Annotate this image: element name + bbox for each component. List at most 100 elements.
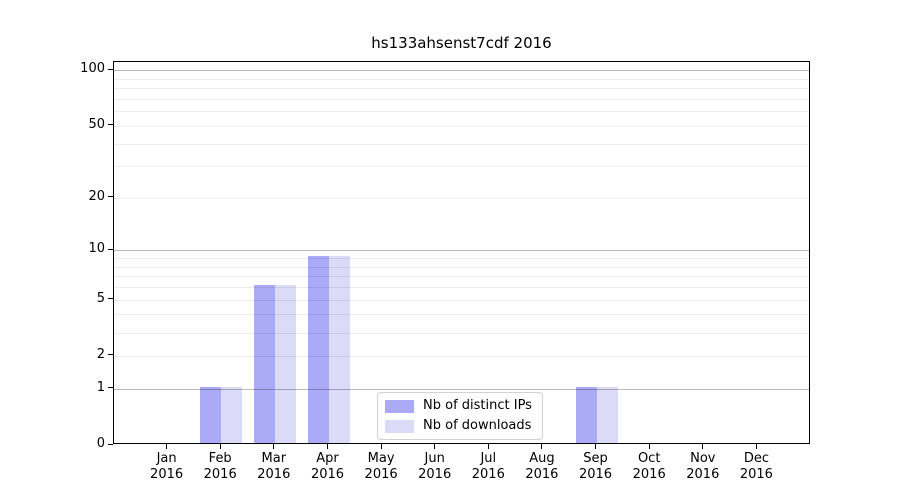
x-tick-label-month: Oct [637,451,661,466]
x-tick-label-jan: Jan 2016 [137,451,197,483]
y-tick-10 [108,248,113,250]
x-tick-label-month: Aug [529,451,555,466]
x-tick-sep [595,444,596,449]
gridline-y-60 [114,111,809,113]
gridline-y-30 [114,166,809,168]
x-tick-label-oct: Oct 2016 [619,451,679,483]
bar-distinct-ips-mar [253,285,275,443]
x-tick-label-nov: Nov 2016 [673,451,733,483]
gridline-y-7 [114,276,809,278]
y-tick-label-2: 2 [96,346,105,362]
x-tick-dec [755,444,757,449]
x-tick-label-month: Jan [156,451,177,466]
x-tick-label-year: 2016 [150,467,184,482]
x-tick-label-aug: Aug 2016 [512,451,572,483]
chart-title: hs133ahsenst7cdf 2016 [371,34,552,52]
x-tick-label-may: May 2016 [351,451,411,483]
gridline-y-100 [114,70,809,72]
x-tick-aug [541,444,543,449]
gridline-y-20 [114,197,809,199]
gridline-y-8 [114,266,809,268]
bar-downloads-sep [596,386,618,443]
gridline-y-5 [114,299,809,301]
y-tick-label-100: 100 [80,61,105,77]
x-tick-label-month: Nov [690,451,716,466]
legend-swatch-downloads [385,419,414,433]
x-tick-jan [166,444,168,449]
x-tick-label-year: 2016 [686,467,720,482]
x-tick-label-year: 2016 [418,467,452,482]
x-tick-label-month: Feb [208,451,232,466]
gridline-y-2 [114,355,809,357]
bar-distinct-ips-apr [307,256,329,443]
x-tick-label-year: 2016 [257,467,291,482]
bar-distinct-ips-feb [200,386,222,443]
y-tick-label-20: 20 [88,188,105,204]
y-tick-20 [108,196,113,198]
y-tick-label-0: 0 [96,436,105,451]
y-tick-100 [108,68,113,70]
gridline-y-10 [114,250,809,252]
y-tick-1 [108,387,113,389]
legend-swatch-distinct-ips [385,399,414,413]
x-tick-label-dec: Dec 2016 [726,451,786,483]
gridline-y-40 [114,143,809,145]
y-tick-label-10: 10 [88,241,105,257]
x-tick-label-month: Jul [480,451,497,466]
x-tick-label-month: Dec [743,451,769,466]
gridline-y-9 [114,258,809,260]
plot-area [113,61,810,444]
gridline-y-4 [114,314,809,316]
gridline-y-1 [114,388,809,390]
y-tick-label-1: 1 [96,379,105,395]
legend-label-downloads: Nb of downloads [423,418,532,433]
legend: Nb of distinct IPs Nb of downloads [377,392,543,440]
x-tick-label-jul: Jul 2016 [458,451,518,483]
legend-item-downloads: Nb of downloads [385,419,532,433]
x-tick-mar [273,444,275,449]
x-tick-apr [327,444,328,449]
y-tick-0 [108,443,113,445]
legend-item-distinct-ips: Nb of distinct IPs [385,399,532,413]
x-tick-label-month: May [367,451,395,466]
x-tick-oct [648,444,650,449]
y-tick-2 [108,354,113,356]
x-tick-label-year: 2016 [739,467,773,482]
x-tick-label-month: Mar [261,451,287,466]
x-tick-jun [434,444,436,449]
gridline-y-90 [114,78,809,80]
x-tick-label-apr: Apr 2016 [298,451,358,483]
bar-downloads-feb [221,386,243,443]
x-tick-nov [702,444,704,449]
x-tick-label-year: 2016 [525,467,559,482]
x-tick-label-jun: Jun 2016 [405,451,465,483]
bar-downloads-apr [328,256,350,443]
gridline-y-80 [114,88,809,90]
gridline-y-6 [114,287,809,289]
x-tick-label-year: 2016 [578,467,613,482]
x-tick-jul [487,444,489,449]
gridline-y-70 [114,99,809,100]
gridline-y-50 [114,125,809,127]
x-tick-label-feb: Feb 2016 [190,451,250,483]
x-tick-label-year: 2016 [203,467,237,482]
x-tick-label-year: 2016 [632,467,666,482]
x-tick-label-year: 2016 [364,467,398,482]
x-tick-label-sep: Sep 2016 [566,451,626,483]
x-tick-feb [219,444,221,449]
x-tick-label-month: Jun [424,451,445,466]
x-tick-label-year: 2016 [310,467,345,482]
bar-downloads-mar [274,285,296,443]
y-tick-label-5: 5 [96,290,105,306]
y-tick-5 [108,298,113,300]
y-tick-label-50: 50 [88,116,105,132]
x-tick-label-month: Apr [316,451,339,466]
bar-distinct-ips-sep [575,386,597,443]
x-tick-may [380,444,382,449]
gridline-y-3 [114,332,809,334]
x-tick-label-mar: Mar 2016 [244,451,304,483]
legend-label-distinct-ips: Nb of distinct IPs [423,398,532,413]
x-tick-label-month: Sep [583,451,608,466]
y-tick-50 [108,124,113,126]
